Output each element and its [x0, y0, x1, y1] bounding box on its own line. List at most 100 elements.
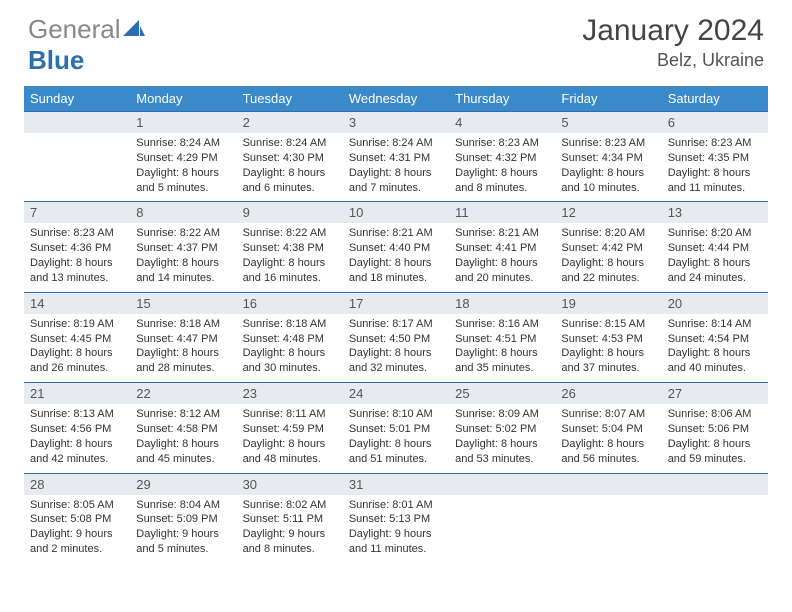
day-number: 29 [130, 474, 236, 495]
day-cell: 1Sunrise: 8:24 AMSunset: 4:29 PMDaylight… [130, 112, 236, 202]
day-cell: 8Sunrise: 8:22 AMSunset: 4:37 PMDaylight… [130, 202, 236, 292]
day-content: Sunrise: 8:05 AMSunset: 5:08 PMDaylight:… [24, 495, 130, 563]
day-cell: 18Sunrise: 8:16 AMSunset: 4:51 PMDayligh… [449, 292, 555, 382]
sunset-text: Sunset: 4:34 PM [561, 151, 655, 166]
daylight-text: Daylight: 8 hours and 6 minutes. [243, 166, 337, 196]
day-content: Sunrise: 8:24 AMSunset: 4:30 PMDaylight:… [237, 133, 343, 201]
sunrise-text: Sunrise: 8:04 AM [136, 498, 230, 513]
sunset-text: Sunset: 5:09 PM [136, 512, 230, 527]
day-content: Sunrise: 8:18 AMSunset: 4:47 PMDaylight:… [130, 314, 236, 382]
day-cell: 5Sunrise: 8:23 AMSunset: 4:34 PMDaylight… [555, 112, 661, 202]
sunrise-text: Sunrise: 8:21 AM [349, 226, 443, 241]
day-number: 17 [343, 293, 449, 314]
sunset-text: Sunset: 5:11 PM [243, 512, 337, 527]
day-cell: 6Sunrise: 8:23 AMSunset: 4:35 PMDaylight… [662, 112, 768, 202]
sunset-text: Sunset: 4:54 PM [668, 332, 762, 347]
day-cell: 7Sunrise: 8:23 AMSunset: 4:36 PMDaylight… [24, 202, 130, 292]
header: General Blue January 2024 Belz, Ukraine [0, 0, 792, 80]
daylight-text: Daylight: 8 hours and 11 minutes. [668, 166, 762, 196]
day-content: Sunrise: 8:23 AMSunset: 4:32 PMDaylight:… [449, 133, 555, 201]
day-cell: 21Sunrise: 8:13 AMSunset: 4:56 PMDayligh… [24, 383, 130, 473]
sunset-text: Sunset: 5:02 PM [455, 422, 549, 437]
day-content: Sunrise: 8:23 AMSunset: 4:34 PMDaylight:… [555, 133, 661, 201]
dow-thursday: Thursday [449, 86, 555, 112]
sunrise-text: Sunrise: 8:09 AM [455, 407, 549, 422]
daylight-text: Daylight: 8 hours and 42 minutes. [30, 437, 124, 467]
day-number: 13 [662, 202, 768, 223]
day-number: 18 [449, 293, 555, 314]
day-content: Sunrise: 8:21 AMSunset: 4:41 PMDaylight:… [449, 223, 555, 291]
day-number: 15 [130, 293, 236, 314]
day-cell: 29Sunrise: 8:04 AMSunset: 5:09 PMDayligh… [130, 473, 236, 563]
week-row: 28Sunrise: 8:05 AMSunset: 5:08 PMDayligh… [24, 473, 768, 563]
day-content: Sunrise: 8:02 AMSunset: 5:11 PMDaylight:… [237, 495, 343, 563]
daylight-text: Daylight: 8 hours and 16 minutes. [243, 256, 337, 286]
sunset-text: Sunset: 4:59 PM [243, 422, 337, 437]
day-cell: 16Sunrise: 8:18 AMSunset: 4:48 PMDayligh… [237, 292, 343, 382]
day-content: Sunrise: 8:11 AMSunset: 4:59 PMDaylight:… [237, 404, 343, 472]
day-cell: 13Sunrise: 8:20 AMSunset: 4:44 PMDayligh… [662, 202, 768, 292]
daylight-text: Daylight: 8 hours and 28 minutes. [136, 346, 230, 376]
sunset-text: Sunset: 5:04 PM [561, 422, 655, 437]
day-cell: 11Sunrise: 8:21 AMSunset: 4:41 PMDayligh… [449, 202, 555, 292]
day-number: 14 [24, 293, 130, 314]
sunset-text: Sunset: 4:51 PM [455, 332, 549, 347]
sunset-text: Sunset: 4:41 PM [455, 241, 549, 256]
daylight-text: Daylight: 8 hours and 13 minutes. [30, 256, 124, 286]
sunset-text: Sunset: 4:53 PM [561, 332, 655, 347]
day-content: Sunrise: 8:16 AMSunset: 4:51 PMDaylight:… [449, 314, 555, 382]
week-row: 21Sunrise: 8:13 AMSunset: 4:56 PMDayligh… [24, 383, 768, 473]
day-content: Sunrise: 8:23 AMSunset: 4:36 PMDaylight:… [24, 223, 130, 291]
day-cell: 28Sunrise: 8:05 AMSunset: 5:08 PMDayligh… [24, 473, 130, 563]
day-content [555, 495, 661, 545]
day-content: Sunrise: 8:01 AMSunset: 5:13 PMDaylight:… [343, 495, 449, 563]
dow-wednesday: Wednesday [343, 86, 449, 112]
sunset-text: Sunset: 4:37 PM [136, 241, 230, 256]
daylight-text: Daylight: 8 hours and 37 minutes. [561, 346, 655, 376]
sunrise-text: Sunrise: 8:06 AM [668, 407, 762, 422]
day-number: 19 [555, 293, 661, 314]
daylight-text: Daylight: 8 hours and 30 minutes. [243, 346, 337, 376]
sunrise-text: Sunrise: 8:16 AM [455, 317, 549, 332]
day-content: Sunrise: 8:17 AMSunset: 4:50 PMDaylight:… [343, 314, 449, 382]
day-cell [449, 473, 555, 563]
sunrise-text: Sunrise: 8:11 AM [243, 407, 337, 422]
day-content: Sunrise: 8:14 AMSunset: 4:54 PMDaylight:… [662, 314, 768, 382]
daylight-text: Daylight: 8 hours and 10 minutes. [561, 166, 655, 196]
day-number [449, 474, 555, 495]
day-content: Sunrise: 8:23 AMSunset: 4:35 PMDaylight:… [662, 133, 768, 201]
day-content: Sunrise: 8:19 AMSunset: 4:45 PMDaylight:… [24, 314, 130, 382]
daylight-text: Daylight: 9 hours and 2 minutes. [30, 527, 124, 557]
calendar-body: 1Sunrise: 8:24 AMSunset: 4:29 PMDaylight… [24, 112, 768, 563]
day-content: Sunrise: 8:07 AMSunset: 5:04 PMDaylight:… [555, 404, 661, 472]
day-number: 1 [130, 112, 236, 133]
day-cell: 31Sunrise: 8:01 AMSunset: 5:13 PMDayligh… [343, 473, 449, 563]
day-number: 2 [237, 112, 343, 133]
day-content: Sunrise: 8:22 AMSunset: 4:38 PMDaylight:… [237, 223, 343, 291]
sunset-text: Sunset: 5:01 PM [349, 422, 443, 437]
sunrise-text: Sunrise: 8:05 AM [30, 498, 124, 513]
sunrise-text: Sunrise: 8:18 AM [136, 317, 230, 332]
day-number: 10 [343, 202, 449, 223]
sunrise-text: Sunrise: 8:21 AM [455, 226, 549, 241]
daylight-text: Daylight: 8 hours and 5 minutes. [136, 166, 230, 196]
day-content: Sunrise: 8:15 AMSunset: 4:53 PMDaylight:… [555, 314, 661, 382]
day-content [662, 495, 768, 545]
daylight-text: Daylight: 8 hours and 48 minutes. [243, 437, 337, 467]
day-number: 22 [130, 383, 236, 404]
title-block: January 2024 Belz, Ukraine [582, 14, 764, 71]
sunset-text: Sunset: 4:58 PM [136, 422, 230, 437]
sunset-text: Sunset: 4:35 PM [668, 151, 762, 166]
day-number: 27 [662, 383, 768, 404]
day-number [24, 112, 130, 133]
daylight-text: Daylight: 8 hours and 26 minutes. [30, 346, 124, 376]
day-content: Sunrise: 8:24 AMSunset: 4:31 PMDaylight:… [343, 133, 449, 201]
daylight-text: Daylight: 8 hours and 35 minutes. [455, 346, 549, 376]
day-number: 11 [449, 202, 555, 223]
day-cell [555, 473, 661, 563]
week-row: 1Sunrise: 8:24 AMSunset: 4:29 PMDaylight… [24, 112, 768, 202]
logo-sail-icon [123, 14, 145, 45]
day-number: 6 [662, 112, 768, 133]
sunset-text: Sunset: 4:45 PM [30, 332, 124, 347]
daylight-text: Daylight: 8 hours and 40 minutes. [668, 346, 762, 376]
